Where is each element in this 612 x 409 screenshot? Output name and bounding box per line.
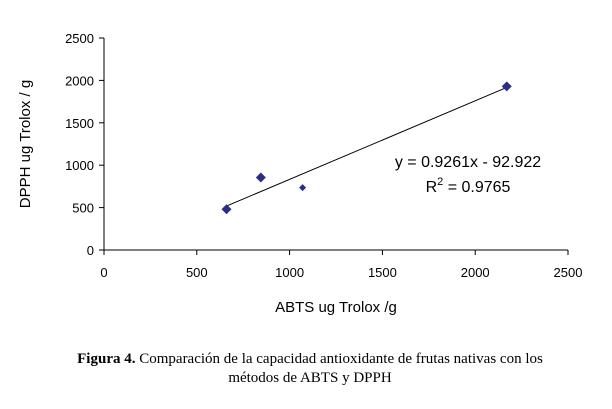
data-points — [221, 81, 512, 215]
y-tick-label: 500 — [72, 201, 94, 216]
r-squared-label: R2 = 0.9765 — [426, 176, 511, 196]
x-tick-label: 2000 — [461, 265, 490, 280]
x-tick-label: 1500 — [368, 265, 397, 280]
y-tick-label: 1000 — [65, 158, 94, 173]
x-axis-title: ABTS ug Trolox /g — [275, 299, 397, 316]
x-tick-label: 0 — [100, 265, 107, 280]
x-tick-label: 500 — [186, 265, 208, 280]
y-axis-title: DPPH ug Trolox / g — [17, 80, 34, 208]
data-point — [299, 184, 307, 192]
y-tick-label: 2000 — [65, 73, 94, 88]
x-tick-label: 1000 — [275, 265, 304, 280]
tick-group: 0 500 1000 1500 2000 2500 0 500 1000 1500 2000 2500 — [65, 31, 582, 280]
scatter-chart: 0 500 1000 1500 2000 2500 0 500 1000 1500 2000 2500… — [17, 31, 582, 316]
equation-label: y = 0.9261x - 92.922 — [395, 154, 541, 171]
figure-label: Figura 4. — [77, 351, 136, 367]
figure-caption: Figura 4. Comparación de la capacidad an… — [30, 350, 590, 388]
x-tick-label: 2500 — [554, 265, 583, 280]
data-point — [255, 172, 266, 183]
y-tick-label: 0 — [87, 243, 94, 258]
y-tick-label: 1500 — [65, 116, 94, 131]
data-point — [501, 81, 512, 92]
caption-line-2: métodos de ABTS y DPPH — [228, 370, 392, 386]
trendline — [226, 87, 507, 207]
data-point — [221, 204, 232, 215]
caption-line-1: Comparación de la capacidad antioxidante… — [135, 351, 543, 367]
y-tick-label: 2500 — [65, 31, 94, 46]
